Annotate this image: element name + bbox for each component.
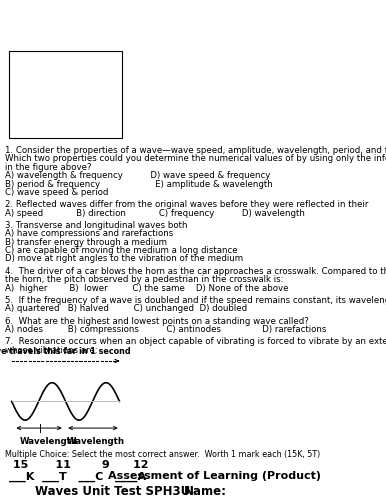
Text: A) quartered   B) halved         C) unchanged  D) doubled: A) quartered B) halved C) unchanged D) d… [5,304,247,314]
Text: Assessment of Learning (Product): Assessment of Learning (Product) [108,472,321,482]
Text: 6.  What are the highest and lowest points on a standing wave called?: 6. What are the highest and lowest point… [5,316,308,326]
Text: A) have compressions and rarefactions: A) have compressions and rarefactions [5,230,173,238]
Text: Wavelength: Wavelength [67,437,125,446]
Text: Waves Unit Test SPH3U: Waves Unit Test SPH3U [35,486,190,498]
Text: A) speed            B) direction            C) frequency          D) wavelength: A) speed B) direction C) frequency D) wa… [5,208,305,218]
Text: wave travels this far in 1 second: wave travels this far in 1 second [0,347,130,356]
Text: 2. Reflected waves differ from the original waves before they were reflected in : 2. Reflected waves differ from the origi… [5,200,368,209]
Bar [9,52,122,138]
Text: 5.  If the frequency of a wave is doubled and if the speed remains constant, its: 5. If the frequency of a wave is doubled… [5,296,386,305]
Text: Name:: Name: [183,486,227,498]
Text: 1. Consider the properties of a wave—wave speed, amplitude, wavelength, period, : 1. Consider the properties of a wave—wav… [5,146,386,155]
Text: D) move at right angles to the vibration of the medium: D) move at right angles to the vibration… [5,254,243,264]
Text: ___K  ___T   ___C   ____A: ___K ___T ___C ____A [9,472,146,482]
Text: 15       11        9      12: 15 11 9 12 [9,460,149,469]
Text: Multiple Choice: Select the most correct answer.  Worth 1 mark each (15K, 5T): Multiple Choice: Select the most correct… [5,450,320,459]
Text: the horn, the pitch observed by a pedestrian in the crosswalk is:: the horn, the pitch observed by a pedest… [5,275,283,284]
Text: A) nodes         B) compressions          C) antinodes               D) rarefact: A) nodes B) compressions C) antinodes D)… [5,325,326,334]
Text: B) transfer energy through a medium: B) transfer energy through a medium [5,238,166,246]
Text: 4.  The driver of a car blows the horn as the car approaches a crosswalk. Compar: 4. The driver of a car blows the horn as… [5,267,386,276]
Text: C) wave speed & period: C) wave speed & period [5,188,108,197]
Text: C) are capable of moving the medium a long distance: C) are capable of moving the medium a lo… [5,246,237,255]
Text: Which two properties could you determine the numerical values of by using only t: Which two properties could you determine… [5,154,386,164]
Text: whose vibrations are:: whose vibrations are: [5,346,97,354]
Text: A)  higher        B)  lower         C) the same    D) None of the above: A) higher B) lower C) the same D) None o… [5,284,288,292]
Text: in the figure above?: in the figure above? [5,162,91,172]
Text: Wavelength: Wavelength [19,437,77,446]
Text: B) period & frequency                    E) amplitude & wavelength: B) period & frequency E) amplitude & wav… [5,180,272,188]
Text: 7.  Resonance occurs when an object capable of vibrating is forced to vibrate by: 7. Resonance occurs when an object capab… [5,338,386,346]
Text: A) wavelength & frequency          D) wave speed & frequency: A) wavelength & frequency D) wave speed … [5,171,270,180]
Text: 3. Transverse and longitudinal waves both: 3. Transverse and longitudinal waves bot… [5,221,187,230]
